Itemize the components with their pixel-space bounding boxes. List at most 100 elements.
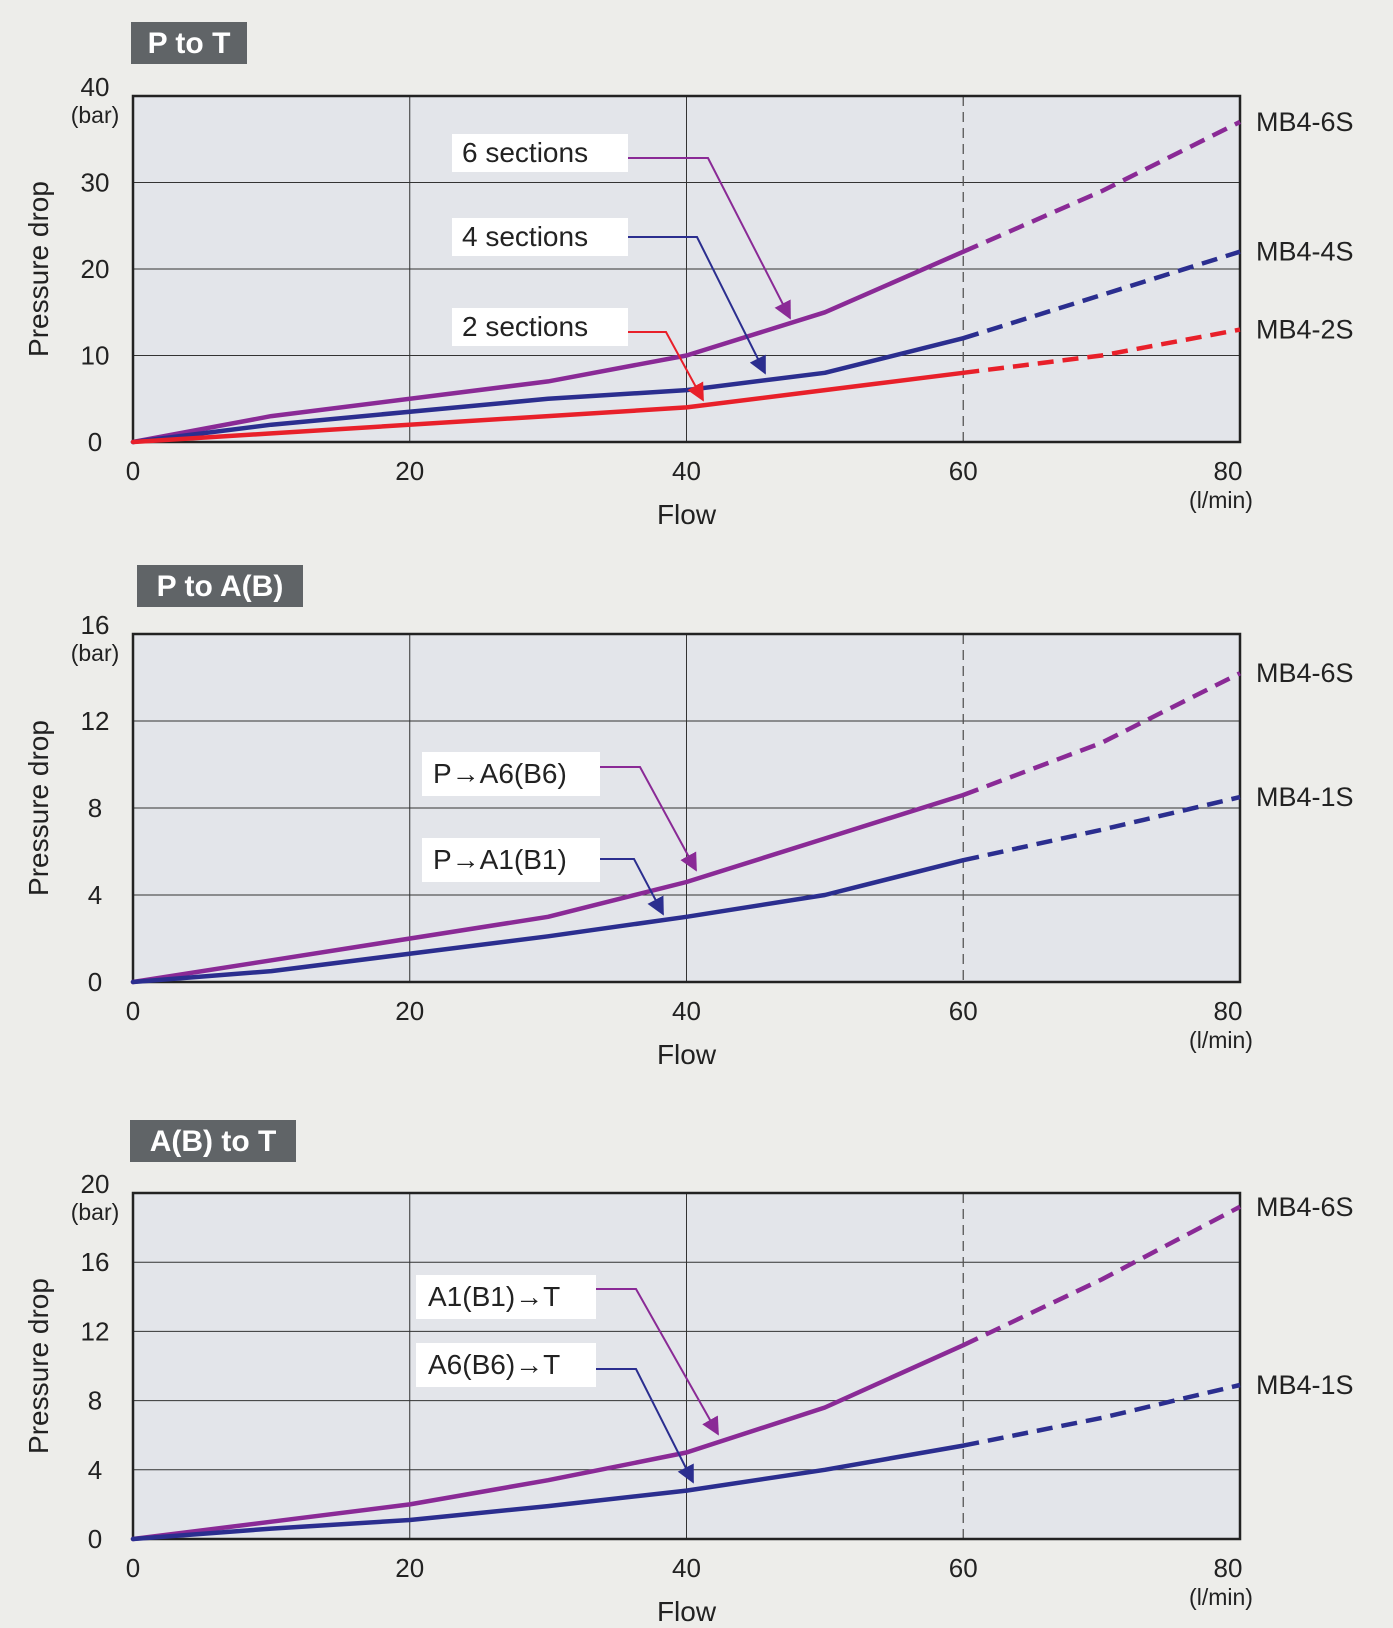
annotation: A6(B6)→T	[416, 1343, 694, 1484]
y-axis-label: Pressure drop	[23, 181, 54, 357]
y-axis-label: Pressure drop	[23, 1278, 54, 1454]
y-tick-label: 8	[88, 1386, 102, 1416]
annotation-box	[452, 218, 628, 256]
annotation-leader	[600, 766, 697, 872]
y-tick-label: 0	[88, 1524, 102, 1554]
y-axis-unit: (bar)	[71, 1199, 120, 1225]
annotation-label: A6(B6)→T	[428, 1349, 560, 1380]
title-badge-background	[131, 22, 247, 64]
chart-title: P to T	[148, 27, 231, 60]
chart-title-badge: A(B) to T	[130, 1120, 296, 1162]
annotation-leader	[628, 331, 704, 402]
y-tick-label: 0	[88, 427, 102, 457]
series-label: MB4-6S	[1256, 1192, 1354, 1222]
series-line-dashed	[962, 794, 1241, 863]
x-axis-label: Flow	[657, 1039, 717, 1070]
x-tick-label: 80	[1214, 996, 1243, 1026]
chart-title: P to A(B)	[157, 570, 284, 603]
annotation-box	[416, 1275, 596, 1319]
x-tick-label: 60	[949, 456, 978, 486]
x-tick-label: 40	[672, 456, 701, 486]
x-axis-label: Flow	[657, 499, 717, 530]
y-tick-label: 0	[88, 967, 102, 997]
series-label: MB4-1S	[1256, 1370, 1354, 1400]
y-tick-label: 16	[81, 610, 110, 640]
x-axis-unit: (l/min)	[1189, 1027, 1253, 1053]
annotation: A1(B1)→T	[416, 1275, 719, 1436]
chart-title-badge: P to A(B)	[137, 565, 303, 607]
y-axis-unit: (bar)	[71, 640, 120, 666]
annotation-leader	[600, 858, 664, 916]
plot-frame	[131, 632, 1242, 984]
annotation: 4 sections	[452, 218, 766, 375]
x-tick-label: 80	[1214, 456, 1243, 486]
x-tick-label: 40	[672, 1553, 701, 1583]
annotation-label: 4 sections	[462, 221, 588, 252]
series-label: MB4-1S	[1256, 782, 1354, 812]
y-axis-unit: (bar)	[71, 102, 120, 128]
y-tick-label: 30	[81, 168, 110, 198]
annotation-box	[416, 1343, 596, 1387]
series-line-solid	[130, 335, 966, 445]
y-axis-label: Pressure drop	[23, 720, 54, 896]
x-tick-label: 20	[395, 1553, 424, 1583]
series-label: MB4-6S	[1256, 107, 1354, 137]
annotation-box	[452, 134, 628, 172]
title-badge-background	[130, 1120, 296, 1162]
x-axis-unit: (l/min)	[1189, 1584, 1253, 1610]
x-tick-label: 0	[126, 996, 140, 1026]
x-tick-label: 60	[949, 996, 978, 1026]
x-axis-unit: (l/min)	[1189, 487, 1253, 513]
series-label: MB4-4S	[1256, 237, 1354, 267]
chart-title-badge: P to T	[131, 22, 247, 64]
plot-frame	[131, 94, 1242, 444]
annotation: 6 sections	[452, 134, 791, 320]
y-tick-label: 12	[81, 1316, 110, 1346]
annotation: 2 sections	[452, 308, 704, 402]
x-tick-label: 20	[395, 996, 424, 1026]
y-tick-label: 8	[88, 793, 102, 823]
chart-2: P to A(B) 0 4 8 12 16(bar) Pressure drop 0 20 40 6…	[23, 565, 1354, 1070]
series-line-solid	[130, 370, 966, 445]
annotation-label: P→A6(B6)	[433, 758, 567, 789]
x-tick-label: 0	[126, 1553, 140, 1583]
y-tick-label: 20	[81, 254, 110, 284]
series-line-dashed	[962, 671, 1242, 798]
series-line-dashed	[963, 327, 1241, 376]
series-label: MB4-6S	[1256, 658, 1354, 688]
annotation: P→A1(B1)	[422, 838, 664, 916]
annotation: P→A6(B6)	[422, 752, 697, 872]
x-axis-label: Flow	[657, 1596, 717, 1627]
y-tick-label: 40	[81, 72, 110, 102]
y-tick-label: 16	[81, 1247, 110, 1277]
y-tick-label: 10	[81, 341, 110, 371]
series-line-solid	[130, 249, 966, 445]
annotation-label: P→A1(B1)	[433, 844, 567, 875]
y-tick-label: 12	[81, 706, 110, 736]
annotation-label: 2 sections	[462, 311, 588, 342]
annotation-leader	[628, 236, 766, 375]
series-label: MB4-2S	[1256, 315, 1354, 345]
annotation-leader	[628, 157, 791, 320]
x-tick-label: 0	[126, 456, 140, 486]
y-tick-label: 20	[81, 1169, 110, 1199]
x-tick-label: 80	[1214, 1553, 1243, 1583]
x-tick-label: 60	[949, 1553, 978, 1583]
annotation-label: A1(B1)→T	[428, 1281, 560, 1312]
x-tick-label: 20	[395, 456, 424, 486]
x-tick-label: 40	[672, 996, 701, 1026]
series-line-solid	[130, 1443, 966, 1542]
chart-title: A(B) to T	[150, 1125, 277, 1158]
annotation-leader	[596, 1288, 719, 1436]
series-line-dashed	[962, 119, 1242, 254]
series-line-solid	[130, 792, 966, 985]
title-badge-background	[137, 565, 303, 607]
annotation-label: 6 sections	[462, 137, 588, 168]
y-tick-label: 4	[88, 880, 102, 910]
series-line-solid	[130, 857, 966, 985]
annotation-box	[422, 752, 600, 796]
